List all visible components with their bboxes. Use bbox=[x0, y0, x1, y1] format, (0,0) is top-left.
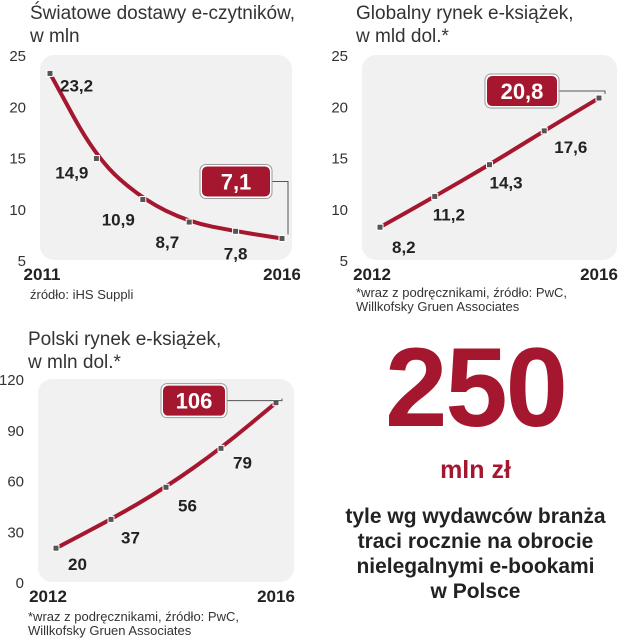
data-label: 17,6 bbox=[554, 138, 587, 157]
data-label: 37 bbox=[121, 528, 140, 547]
data-label: 8,2 bbox=[392, 238, 416, 257]
x-tick-label: 2016 bbox=[263, 265, 300, 284]
data-point bbox=[162, 483, 170, 491]
x-tick-label: 2012 bbox=[353, 265, 391, 284]
line-chart-ereaders: 5 10 15 20 25 2011 2016 23,2 14,9 10,9 8,7 7,8 7,1 bbox=[9, 50, 300, 284]
data-label: 11,2 bbox=[433, 205, 465, 224]
x-tick-label: 2012 bbox=[29, 587, 67, 606]
callout-description-line: w Polsce bbox=[430, 580, 521, 603]
data-label: 7,8 bbox=[224, 244, 248, 263]
chart-panel-polish-ebooks: Polski rynek e-książek, w mln dol.* 0 30 6… bbox=[0, 326, 300, 640]
data-point bbox=[486, 161, 493, 169]
data-point bbox=[139, 196, 147, 204]
callout-leader bbox=[270, 180, 289, 235]
callout-leader bbox=[225, 398, 283, 402]
chart-panel-ereaders: Światowe dostawy e-czytników, w mln 5 10 1… bbox=[0, 0, 300, 320]
y-tick-label: 15 bbox=[331, 151, 348, 168]
data-point bbox=[107, 515, 115, 523]
chart-source-line: *wraz z podręcznikami, źródło: PwC, bbox=[28, 609, 239, 624]
plot-background bbox=[38, 379, 294, 582]
data-point bbox=[278, 234, 286, 242]
data-point bbox=[595, 94, 603, 102]
highlight-box bbox=[163, 385, 225, 416]
chart-title-line: w mln dol.* bbox=[28, 352, 121, 373]
callout-leader bbox=[557, 90, 606, 95]
plot-background bbox=[40, 55, 292, 260]
data-point bbox=[92, 155, 100, 163]
y-tick-label: 5 bbox=[340, 253, 348, 270]
data-label: 79 bbox=[233, 453, 252, 472]
chart-title: Globalny rynek e-książek, w mld dol.* bbox=[356, 2, 574, 48]
data-label: 56 bbox=[178, 496, 197, 515]
data-label: 23,2 bbox=[60, 76, 93, 95]
data-point bbox=[272, 399, 280, 407]
chart-title: Światowe dostawy e-czytników, w mln bbox=[30, 2, 295, 48]
y-tick-label: 15 bbox=[9, 151, 26, 168]
data-point bbox=[52, 544, 60, 552]
line-chart-global-ebooks: 5 10 15 20 25 2012 2016 8,2 11,2 14,3 17,6 20,8 bbox=[331, 50, 618, 284]
y-tick-label: 5 bbox=[18, 253, 26, 270]
data-label: 20 bbox=[68, 555, 87, 574]
chart-title-line: Światowe dostawy e-czytników, bbox=[30, 3, 296, 24]
chart-title-line: Globalny rynek e-książek, bbox=[356, 3, 574, 24]
callout-description-line: tyle wg wydawców branża bbox=[345, 505, 606, 528]
y-tick-label: 60 bbox=[7, 474, 24, 491]
callout-description: tyle wg wydawców branża traci rocznie na… bbox=[330, 504, 621, 604]
chart-source-line: Willkofsky Gruen Associates bbox=[356, 299, 520, 314]
data-point bbox=[232, 227, 240, 235]
chart-source-line: Willkofsky Gruen Associates bbox=[28, 623, 192, 638]
data-label: 10,9 bbox=[102, 211, 135, 230]
data-point bbox=[46, 69, 54, 77]
line-chart-polish-ebooks: 0 30 60 90 120 2012 2016 20 37 56 79 106 bbox=[0, 374, 295, 606]
chart-panel-global-ebooks: Globalny rynek e-książek, w mld dol.* 5 1… bbox=[322, 0, 621, 320]
chart-title-line: w mln bbox=[30, 26, 80, 47]
y-tick-label: 20 bbox=[9, 99, 26, 116]
highlight-value-label: 7,1 bbox=[221, 169, 252, 194]
chart-source-line: *wraz z podręcznikami, źródło: PwC, bbox=[356, 285, 567, 300]
highlight-box bbox=[202, 166, 270, 197]
callout-description-line: nielegalnymi e-bookami bbox=[356, 555, 595, 578]
series-line bbox=[48, 71, 284, 241]
y-tick-label: 20 bbox=[331, 99, 348, 116]
data-point bbox=[376, 223, 384, 231]
y-tick-label: 120 bbox=[0, 374, 24, 389]
chart-source-line: źródło: iHS Suppli bbox=[30, 287, 134, 302]
data-point bbox=[217, 444, 225, 452]
chart-title-line: w mld dol.* bbox=[356, 26, 449, 47]
highlight-value-label: 106 bbox=[176, 389, 213, 414]
x-tick-label: 2016 bbox=[580, 265, 618, 284]
highlight-value-label: 20,8 bbox=[501, 79, 544, 104]
callout-description-line: traci rocznie na obrocie bbox=[357, 530, 594, 553]
x-tick-label: 2011 bbox=[24, 265, 61, 284]
data-point bbox=[540, 127, 548, 135]
highlight-box bbox=[487, 76, 557, 107]
chart-source: *wraz z podręcznikami, źródło: PwC, Will… bbox=[28, 610, 239, 638]
chart-title-line: Polski rynek e-książek, bbox=[28, 329, 222, 350]
data-point bbox=[185, 218, 193, 226]
callout-number: 250 bbox=[385, 325, 568, 450]
data-label: 14,3 bbox=[490, 174, 523, 193]
data-label: 8,7 bbox=[156, 233, 180, 252]
y-tick-label: 10 bbox=[331, 202, 348, 219]
y-tick-label: 25 bbox=[9, 50, 26, 65]
y-tick-label: 30 bbox=[7, 524, 24, 541]
chart-title: Polski rynek e-książek, w mln dol.* bbox=[28, 328, 221, 374]
y-tick-label: 25 bbox=[331, 50, 348, 65]
chart-source: *wraz z podręcznikami, źródło: PwC, Will… bbox=[356, 286, 567, 314]
chart-source: źródło: iHS Suppli bbox=[30, 288, 133, 302]
data-point bbox=[431, 192, 439, 200]
y-tick-label: 10 bbox=[9, 202, 26, 219]
y-tick-label: 90 bbox=[7, 423, 24, 440]
x-tick-label: 2016 bbox=[257, 587, 295, 606]
y-tick-label: 0 bbox=[16, 575, 24, 592]
data-label: 14,9 bbox=[55, 164, 88, 183]
callout-unit: mln zł bbox=[440, 456, 511, 484]
